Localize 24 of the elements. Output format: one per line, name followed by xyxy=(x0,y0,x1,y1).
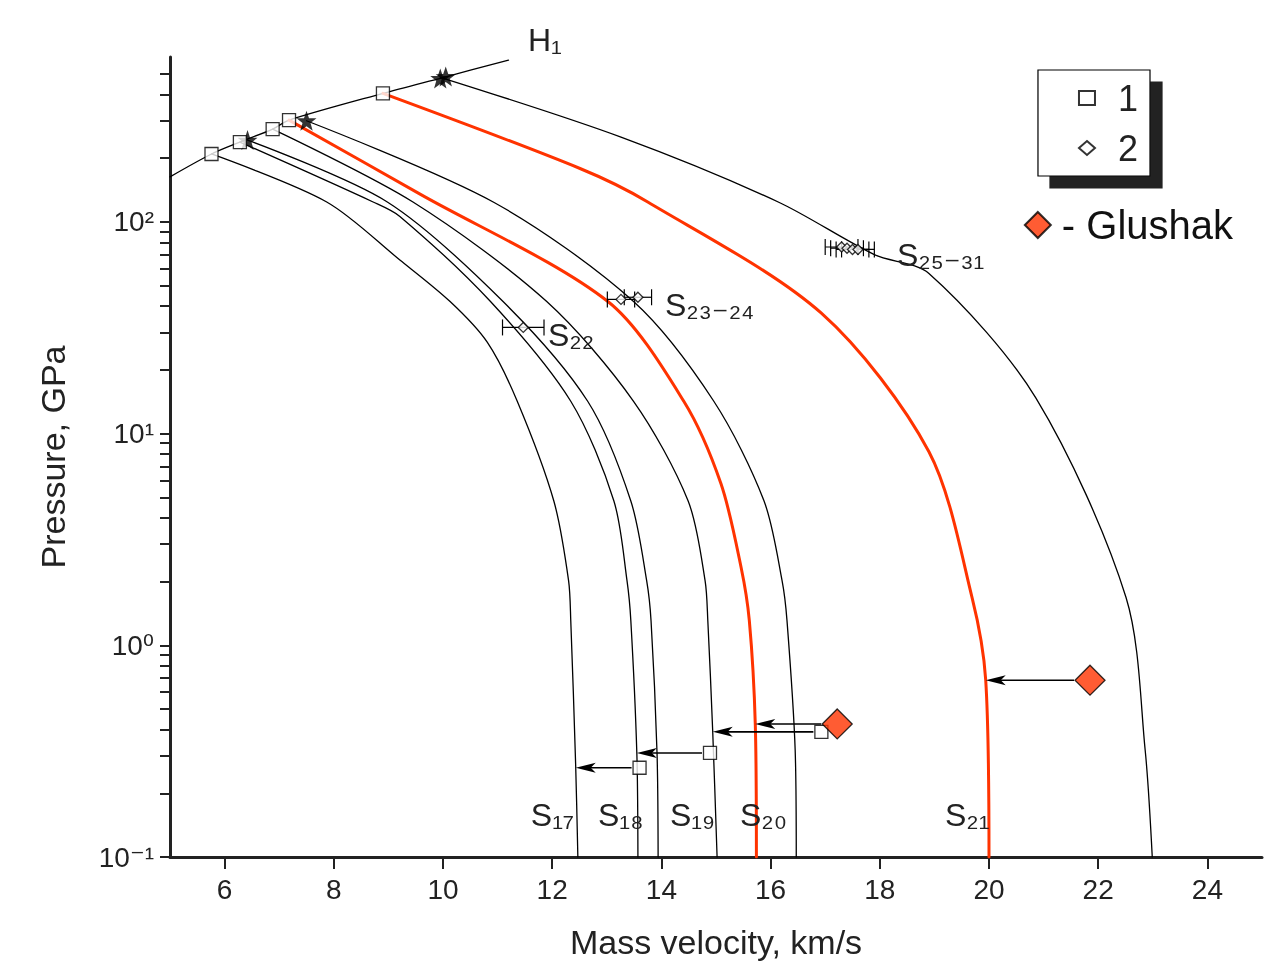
y-tick-label: 10² xyxy=(113,206,154,238)
y-tick-label: 10⁻¹ xyxy=(98,841,154,873)
x-tick-label: 24 xyxy=(1191,873,1223,905)
y-tick-label: 10¹ xyxy=(113,418,154,450)
y-axis-title: Pressure, GPa xyxy=(34,345,72,569)
legend-label: 1 xyxy=(1117,77,1139,119)
x-tick-label: 6 xyxy=(216,873,233,905)
x-tick-label: 18 xyxy=(864,873,896,905)
legend-label: - Glushak xyxy=(1061,203,1234,247)
x-tick-label: 14 xyxy=(645,873,677,905)
x-tick-label: 12 xyxy=(536,873,568,905)
annotation: S₁₉ xyxy=(670,797,715,833)
x-tick-label: 8 xyxy=(326,873,342,905)
annotation: S₂₅₋₃₁ xyxy=(897,237,985,273)
legend-label: 2 xyxy=(1117,127,1139,169)
x-axis-title: Mass velocity, km/s xyxy=(569,923,863,961)
y-tick-label: 10⁰ xyxy=(111,629,154,661)
x-tick-label: 10 xyxy=(427,873,459,905)
annotation: S₁₇ xyxy=(530,797,574,833)
annotation: H₁ xyxy=(528,22,562,58)
x-tick-label: 22 xyxy=(1082,873,1114,905)
x-tick-label: 16 xyxy=(755,873,787,905)
annotation: S₂₃₋₂₄ xyxy=(665,287,755,323)
x-tick-label: 20 xyxy=(973,873,1005,905)
